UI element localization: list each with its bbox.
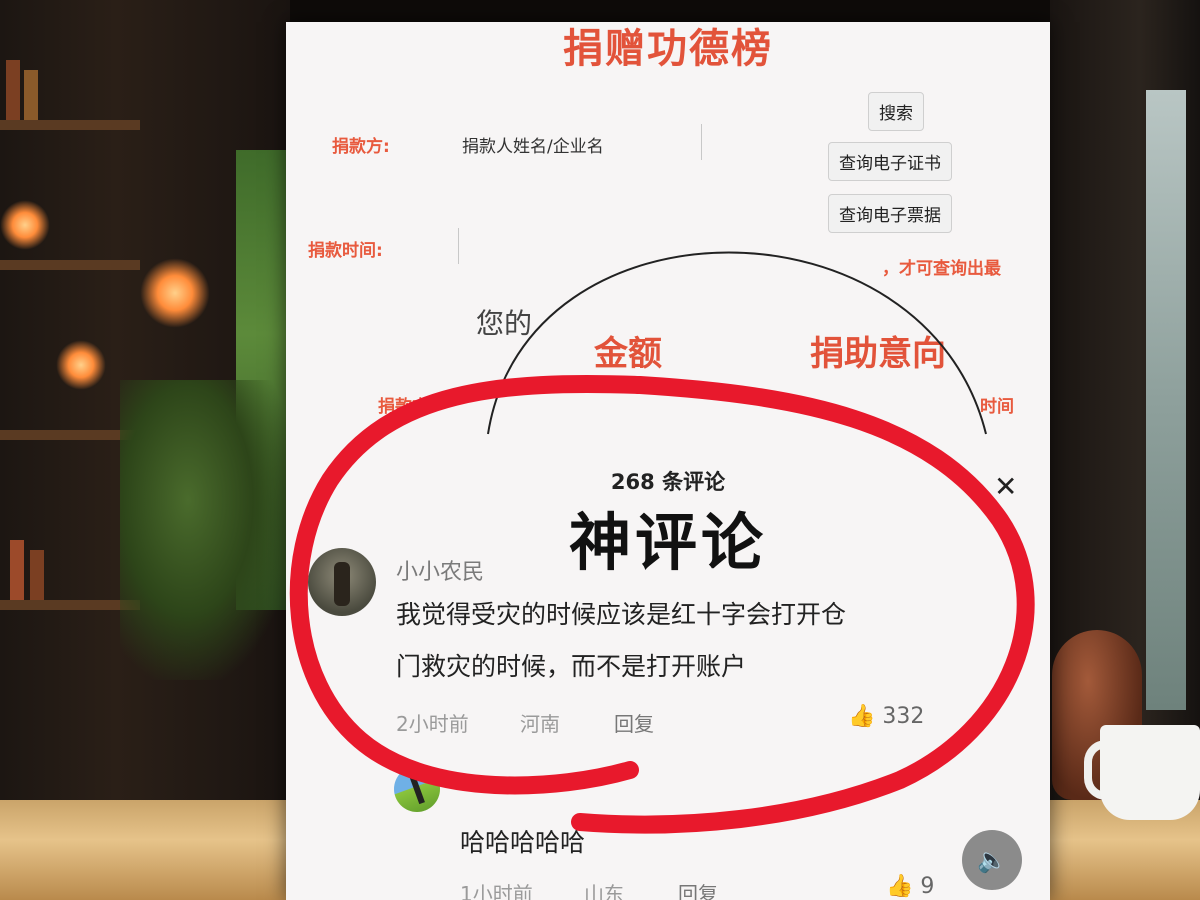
comment-location: 河南 <box>520 712 560 736</box>
input-divider <box>701 124 702 160</box>
book <box>24 70 38 120</box>
book <box>10 540 24 600</box>
potted-plants <box>120 380 290 680</box>
amount-column-header: 金额 <box>594 334 662 374</box>
close-icon[interactable]: ✕ <box>994 470 1018 503</box>
comment-text-line1: 我觉得受灾的时候应该是红十字会打开仓 <box>396 600 847 629</box>
arc-line <box>487 251 987 435</box>
time-column-header: 时间 <box>980 397 1014 417</box>
comment-time: 2小时前 <box>396 712 469 736</box>
book <box>30 550 44 600</box>
like-count: 332 <box>882 704 925 729</box>
top-shadow <box>0 0 1200 22</box>
page-title: 捐赠功德榜 <box>563 26 773 72</box>
donor-input[interactable]: 捐款人姓名/企业名 <box>462 137 604 157</box>
greeting-text: 您的 <box>476 307 533 340</box>
book <box>6 60 20 120</box>
intent-column-header: 捐助意向 <box>810 334 946 374</box>
phone-screen: 捐赠功德榜 捐款方: 捐款人姓名/企业名 搜索 查询电子证书 查询电子票据 捐款… <box>286 22 1050 900</box>
reply-button[interactable]: 回复 <box>614 712 654 736</box>
comment-location: 山东 <box>584 882 624 900</box>
comment-username[interactable]: 小小农民 <box>396 560 485 585</box>
time-input-divider[interactable] <box>458 228 459 264</box>
comment-count: 268 条评论 <box>610 470 726 494</box>
hot-comments-heading: 神评论 <box>568 506 767 579</box>
coffee-cup <box>1100 725 1200 820</box>
search-button[interactable]: 搜索 <box>868 92 924 131</box>
time-label: 捐款时间: <box>308 241 383 261</box>
donor-label: 捐款方: <box>332 137 390 157</box>
comment-text-line2: 门救灾的时候，而不是打开账户 <box>396 652 747 681</box>
certificate-query-button[interactable]: 查询电子证书 <box>828 142 952 181</box>
shelf <box>0 260 140 270</box>
like-button[interactable]: 👍 9 <box>886 874 934 899</box>
thumbs-up-icon: 👍 <box>886 874 914 899</box>
wall-lamp <box>0 200 50 250</box>
speaker-icon[interactable]: 🔈 <box>962 830 1022 890</box>
receipt-query-button[interactable]: 查询电子票据 <box>828 194 952 233</box>
reply-button[interactable]: 回复 <box>678 882 718 900</box>
wall-lamp <box>56 340 106 390</box>
wall-lamp <box>140 258 210 328</box>
avatar-figure <box>334 562 350 606</box>
query-note: ，才可查询出最 <box>882 259 1001 279</box>
like-button[interactable]: 👍 332 <box>848 704 924 729</box>
window <box>1146 90 1186 710</box>
comment-text-line1: 哈哈哈哈哈 <box>460 828 586 857</box>
shelf <box>0 600 140 610</box>
like-count: 9 <box>920 874 935 899</box>
comment-time: 1小时前 <box>460 882 533 900</box>
thumbs-up-icon: 👍 <box>848 704 876 729</box>
shelf <box>0 430 140 440</box>
user-avatar[interactable] <box>308 548 376 616</box>
shelf <box>0 120 140 130</box>
